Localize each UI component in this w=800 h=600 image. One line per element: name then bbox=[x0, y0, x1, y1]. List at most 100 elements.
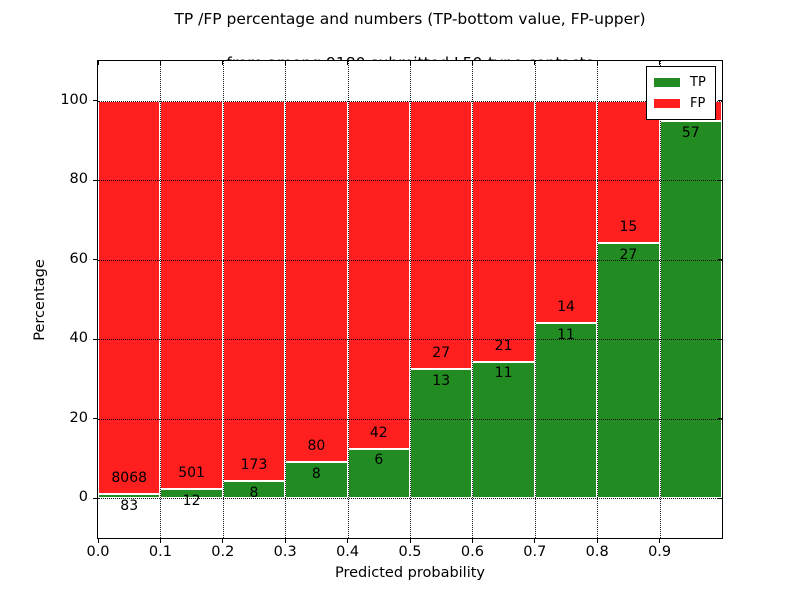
y-tick-label: 20 bbox=[69, 409, 88, 426]
tp-bar-segment bbox=[534, 323, 598, 499]
y-tick-mark bbox=[718, 100, 722, 102]
fp-bar-segment bbox=[472, 100, 535, 362]
tp-bar-segment bbox=[347, 448, 410, 499]
y-tick-mark bbox=[718, 179, 722, 181]
gridline-vertical bbox=[534, 61, 536, 538]
gridline-vertical bbox=[285, 61, 287, 538]
fp-bar-segment bbox=[285, 100, 348, 463]
x-tick-label: 0.5 bbox=[398, 544, 422, 560]
y-tick-label: 100 bbox=[60, 91, 88, 108]
y-tick-mark bbox=[93, 179, 97, 181]
x-tick-label: 0.7 bbox=[523, 544, 547, 560]
y-tick-label: 40 bbox=[69, 330, 88, 347]
x-tick-mark bbox=[596, 61, 598, 65]
y-tick-label: 80 bbox=[69, 171, 88, 188]
fp-count-label: 14 bbox=[557, 299, 575, 316]
x-tick-mark bbox=[596, 539, 598, 543]
legend-item-fp: FP bbox=[654, 93, 706, 114]
gridline-vertical bbox=[222, 61, 224, 538]
x-tick-label: 0.3 bbox=[273, 544, 297, 560]
x-tick-mark bbox=[471, 61, 473, 65]
legend-label-tp: TP bbox=[690, 75, 706, 90]
y-tick-mark bbox=[93, 497, 97, 499]
tp-bar-segment bbox=[410, 369, 473, 499]
x-tick-label: 0.6 bbox=[460, 544, 484, 560]
fp-bar-segment bbox=[534, 100, 598, 324]
x-tick-mark bbox=[659, 61, 661, 65]
fp-count-label: 27 bbox=[432, 345, 451, 362]
tp-swatch-icon bbox=[654, 78, 680, 87]
fp-count-label: 42 bbox=[369, 424, 388, 441]
tp-count-label: 11 bbox=[557, 327, 575, 344]
tp-count-label: 27 bbox=[619, 246, 638, 263]
gridline-vertical bbox=[472, 61, 474, 538]
fp-count-label: 15 bbox=[619, 218, 638, 235]
x-tick-mark bbox=[534, 539, 536, 543]
x-tick-mark bbox=[159, 539, 161, 543]
fp-bar-segment bbox=[597, 100, 660, 243]
gridline-vertical bbox=[347, 61, 349, 538]
fp-bar-segment bbox=[160, 100, 223, 490]
tp-count-label: 11 bbox=[494, 365, 513, 382]
tp-bar-segment bbox=[285, 462, 348, 499]
y-tick-mark bbox=[93, 418, 97, 420]
y-tick-mark bbox=[93, 100, 97, 102]
y-tick-mark bbox=[93, 338, 97, 340]
gridline-vertical bbox=[160, 61, 162, 538]
x-tick-mark bbox=[284, 61, 286, 65]
x-tick-mark bbox=[97, 539, 99, 543]
tp-count-label: 13 bbox=[432, 372, 451, 389]
fp-swatch-icon bbox=[654, 99, 680, 108]
fp-count-label: 21 bbox=[494, 337, 513, 354]
x-tick-mark bbox=[347, 539, 349, 543]
tp-count-label: 8 bbox=[311, 466, 321, 482]
gridline-vertical bbox=[410, 61, 411, 538]
y-tick-label: 60 bbox=[69, 250, 88, 267]
legend-label-fp: FP bbox=[690, 96, 706, 111]
tp-count-label: 12 bbox=[182, 493, 201, 510]
y-tick-mark bbox=[718, 497, 722, 499]
x-tick-mark bbox=[159, 61, 161, 65]
y-tick-mark bbox=[718, 418, 722, 420]
chart-title-line1: TP /FP percentage and numbers (TP-bottom… bbox=[174, 10, 646, 28]
fp-count-label: 501 bbox=[178, 465, 205, 482]
tp-count-label: 6 bbox=[374, 452, 384, 469]
fp-bar-segment bbox=[222, 100, 286, 481]
legend-item-tp: TP bbox=[654, 72, 706, 93]
tp-bar-segment bbox=[659, 120, 722, 499]
x-tick-mark bbox=[222, 61, 224, 65]
fp-count-label: 80 bbox=[307, 438, 326, 455]
x-tick-label: 0.0 bbox=[86, 544, 110, 560]
gridline-vertical bbox=[659, 61, 661, 538]
x-tick-label: 0.8 bbox=[585, 544, 609, 560]
fp-count-label: 173 bbox=[240, 456, 268, 473]
x-tick-label: 0.1 bbox=[148, 544, 172, 560]
x-tick-mark bbox=[284, 539, 286, 543]
y-axis-label: Percentage bbox=[32, 259, 48, 341]
x-tick-label: 0.2 bbox=[211, 544, 235, 560]
tp-bar-segment bbox=[597, 242, 660, 499]
x-tick-mark bbox=[534, 61, 536, 65]
y-tick-label: 0 bbox=[78, 489, 88, 506]
legend: TP FP bbox=[646, 66, 716, 120]
x-tick-label: 0.9 bbox=[648, 544, 672, 560]
x-tick-mark bbox=[471, 539, 473, 543]
tp-count-label: 57 bbox=[681, 124, 700, 141]
x-tick-mark bbox=[409, 61, 411, 65]
gridline-vertical bbox=[597, 61, 599, 538]
fp-bar-segment bbox=[347, 100, 410, 449]
tp-count-label: 8 bbox=[249, 484, 259, 501]
x-tick-label: 0.4 bbox=[336, 544, 360, 560]
fp-count-label: 8068 bbox=[111, 470, 148, 487]
fp-bar-segment bbox=[410, 100, 473, 370]
x-tick-mark bbox=[222, 539, 224, 543]
x-tick-mark bbox=[97, 61, 99, 65]
x-axis-label: Predicted probability bbox=[334, 565, 486, 581]
tp-count-label: 83 bbox=[120, 498, 139, 515]
x-tick-mark bbox=[409, 539, 411, 543]
x-tick-mark bbox=[659, 539, 661, 543]
plot-area: 8068 83 501 12 173 8 80 8 42 6 27 13 21 11 14 11 15 27 57 bbox=[93, 60, 723, 543]
x-tick-mark bbox=[347, 61, 349, 65]
y-tick-mark bbox=[93, 259, 97, 261]
